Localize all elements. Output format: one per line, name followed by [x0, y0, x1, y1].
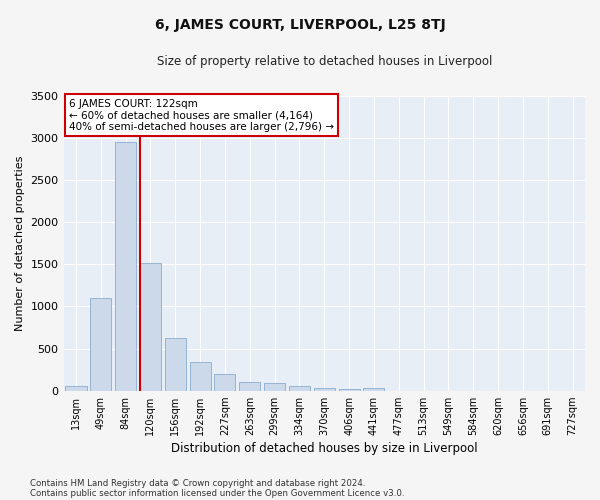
Bar — [115, 142, 136, 390]
Text: Contains public sector information licensed under the Open Government Licence v3: Contains public sector information licen… — [30, 488, 404, 498]
Text: 6 JAMES COURT: 122sqm
← 60% of detached houses are smaller (4,164)
40% of semi-d: 6 JAMES COURT: 122sqm ← 60% of detached … — [69, 98, 334, 132]
Bar — [364, 388, 385, 390]
Bar — [65, 386, 86, 390]
Bar — [289, 386, 310, 390]
Bar — [239, 382, 260, 390]
Bar — [165, 338, 186, 390]
Bar — [90, 298, 112, 390]
Text: 6, JAMES COURT, LIVERPOOL, L25 8TJ: 6, JAMES COURT, LIVERPOOL, L25 8TJ — [155, 18, 445, 32]
Bar — [264, 382, 285, 390]
Bar — [140, 262, 161, 390]
Bar — [338, 388, 359, 390]
X-axis label: Distribution of detached houses by size in Liverpool: Distribution of detached houses by size … — [171, 442, 478, 455]
Bar — [214, 374, 235, 390]
Title: Size of property relative to detached houses in Liverpool: Size of property relative to detached ho… — [157, 55, 492, 68]
Text: Contains HM Land Registry data © Crown copyright and database right 2024.: Contains HM Land Registry data © Crown c… — [30, 478, 365, 488]
Bar — [190, 362, 211, 390]
Bar — [314, 388, 335, 390]
Y-axis label: Number of detached properties: Number of detached properties — [15, 156, 25, 331]
